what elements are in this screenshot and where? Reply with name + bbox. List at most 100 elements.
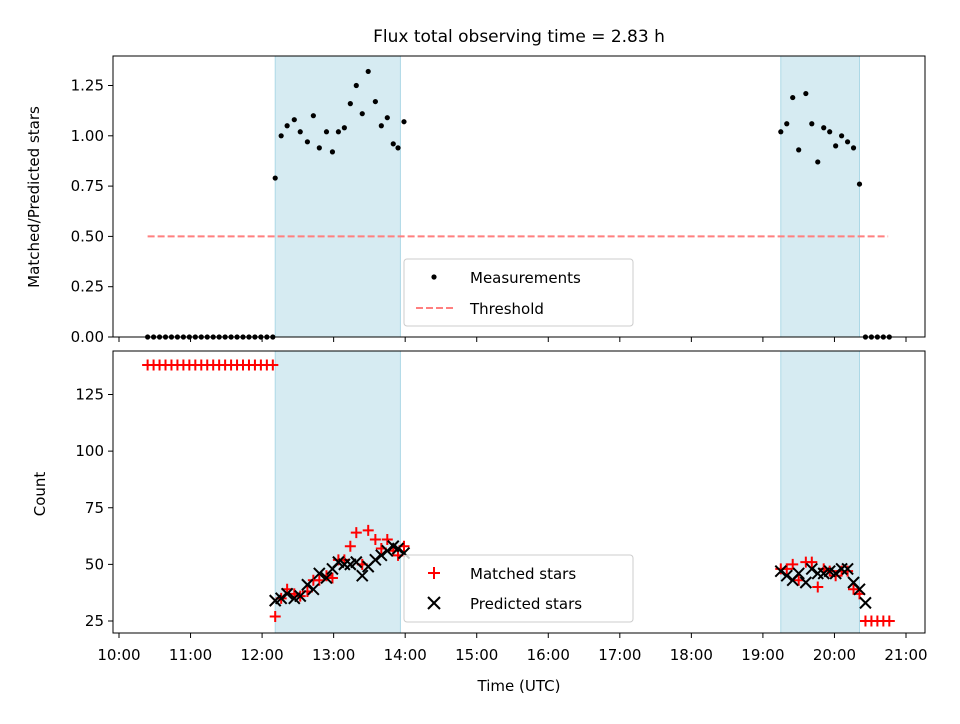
measurements-point xyxy=(278,133,284,139)
measurements-point xyxy=(378,123,384,129)
count-observing-window xyxy=(780,350,860,634)
x-tick-label: 15:00 xyxy=(455,646,498,664)
measurements-point xyxy=(850,145,857,151)
predicted-stars-point xyxy=(853,583,866,596)
measurements-point xyxy=(809,121,815,127)
measurements-point xyxy=(790,94,796,101)
predicted-stars-point xyxy=(375,549,388,562)
ratio-observing-window xyxy=(274,55,401,338)
count-y-tick-label: 25 xyxy=(85,612,104,630)
measurements-point xyxy=(372,98,378,105)
ratio-observing-window xyxy=(780,55,860,338)
ratio-y-tick-label: 0.50 xyxy=(71,227,104,245)
ratio-y-tick-label: 0.25 xyxy=(71,278,104,296)
measurements-point xyxy=(359,111,365,117)
x-tick-label: 13:00 xyxy=(312,646,355,664)
x-tick-label: 21:00 xyxy=(884,646,927,664)
ratio-y-tick-label: 1.25 xyxy=(71,77,104,95)
ratio-plot-frame xyxy=(112,55,926,338)
predicted-stars-legend-marker xyxy=(427,596,441,610)
predicted-stars-point xyxy=(274,592,288,605)
predicted-stars-point xyxy=(356,569,369,582)
measurements-point xyxy=(796,147,802,153)
measurements-point xyxy=(390,141,396,147)
predicted-stars-point xyxy=(350,555,363,569)
matched-stars-point xyxy=(326,572,338,584)
legend-label-matched-stars: Matched stars xyxy=(470,565,576,583)
chart-title: Flux total observing time = 2.83 h xyxy=(373,27,665,47)
measurements-point xyxy=(291,117,297,123)
count-legend-box xyxy=(403,554,634,623)
matched-stars-point xyxy=(806,556,818,568)
measurements-point xyxy=(839,133,845,139)
x-axis-label: Time (UTC) xyxy=(477,677,561,695)
x-tick-label: 11:00 xyxy=(169,646,212,664)
predicted-stars-point xyxy=(780,569,793,582)
x-tick-label: 17:00 xyxy=(598,646,641,664)
measurements-point xyxy=(803,90,809,97)
measurements-point xyxy=(341,125,347,131)
predicted-stars-point xyxy=(805,562,819,576)
x-tick-label: 14:00 xyxy=(384,646,427,664)
matched-stars-point xyxy=(848,583,860,595)
predicted-stars-point xyxy=(313,567,326,580)
predicted-stars-point xyxy=(307,583,320,596)
legend-label-threshold: Threshold xyxy=(469,300,544,318)
predicted-stars-point xyxy=(859,596,872,610)
measurements-point xyxy=(778,129,784,135)
predicted-stars-point xyxy=(792,567,805,580)
ratio-y-tick-label: 0.75 xyxy=(71,177,104,195)
matched-stars-point xyxy=(381,533,393,545)
legend-label-predicted-stars: Predicted stars xyxy=(470,595,582,613)
predicted-stars-point xyxy=(369,553,382,567)
measurements-point xyxy=(353,82,359,89)
measurements-point xyxy=(335,129,342,135)
count-y-tick-label: 75 xyxy=(85,499,104,517)
count-y-tick-label: 125 xyxy=(75,386,104,404)
matched-stars-point xyxy=(883,615,895,627)
measurements-point xyxy=(284,123,290,129)
measurements-point xyxy=(310,113,316,119)
predicted-stars-point xyxy=(320,571,333,585)
measurements-point xyxy=(821,125,827,131)
count-panel: 25 50 75 100 125 10:00 11:00 12:00 13:00 14:00 15:… xyxy=(31,350,928,695)
measurements-point xyxy=(856,181,863,187)
matched-stars-point xyxy=(812,581,824,593)
x-tick-label: 16:00 xyxy=(527,646,570,664)
matched-stars-point xyxy=(787,558,799,570)
matched-stars-point xyxy=(369,533,381,545)
measurements-point xyxy=(815,159,821,165)
matched-stars-point xyxy=(350,527,362,539)
predicted-stars-point xyxy=(829,567,842,580)
x-tick-label: 10:00 xyxy=(97,646,140,664)
count-y-tick-label: 100 xyxy=(75,442,104,460)
predicted-stars-point xyxy=(841,562,854,576)
measurements-point xyxy=(304,139,311,145)
matched-stars-point xyxy=(362,524,374,536)
x-tick-label: 20:00 xyxy=(813,646,856,664)
measurements-point xyxy=(272,175,278,181)
measurements-point xyxy=(329,149,336,155)
legend-label-measurements: Measurements xyxy=(470,269,581,287)
measurements-point xyxy=(316,145,322,151)
predicted-stars-point xyxy=(381,544,394,557)
matched-stars-point xyxy=(344,540,356,552)
predicted-stars-point xyxy=(280,587,294,601)
measurements-point xyxy=(401,119,407,125)
measurements-point xyxy=(384,115,390,121)
x-tick-label: 19:00 xyxy=(741,646,784,664)
matched-stars-point xyxy=(267,359,279,371)
ratio-y-axis-label: Matched/Predicted stars xyxy=(25,106,43,288)
measurements-point xyxy=(347,101,353,107)
ratio-legend-box xyxy=(403,258,634,327)
matched-stars-legend-marker xyxy=(428,567,440,579)
predicted-stars-point xyxy=(391,542,405,555)
measurements-point xyxy=(844,139,851,145)
count-plot-frame xyxy=(112,350,926,634)
predicted-stars-point xyxy=(774,564,788,578)
ratio-panel: 0.00 0.25 0.50 0.75 1.00 1.25 Matched/Predict… xyxy=(25,55,926,346)
count-legend: Matched stars Predicted stars xyxy=(403,554,634,623)
measurements-point xyxy=(297,129,303,135)
measurements-point xyxy=(365,68,371,75)
